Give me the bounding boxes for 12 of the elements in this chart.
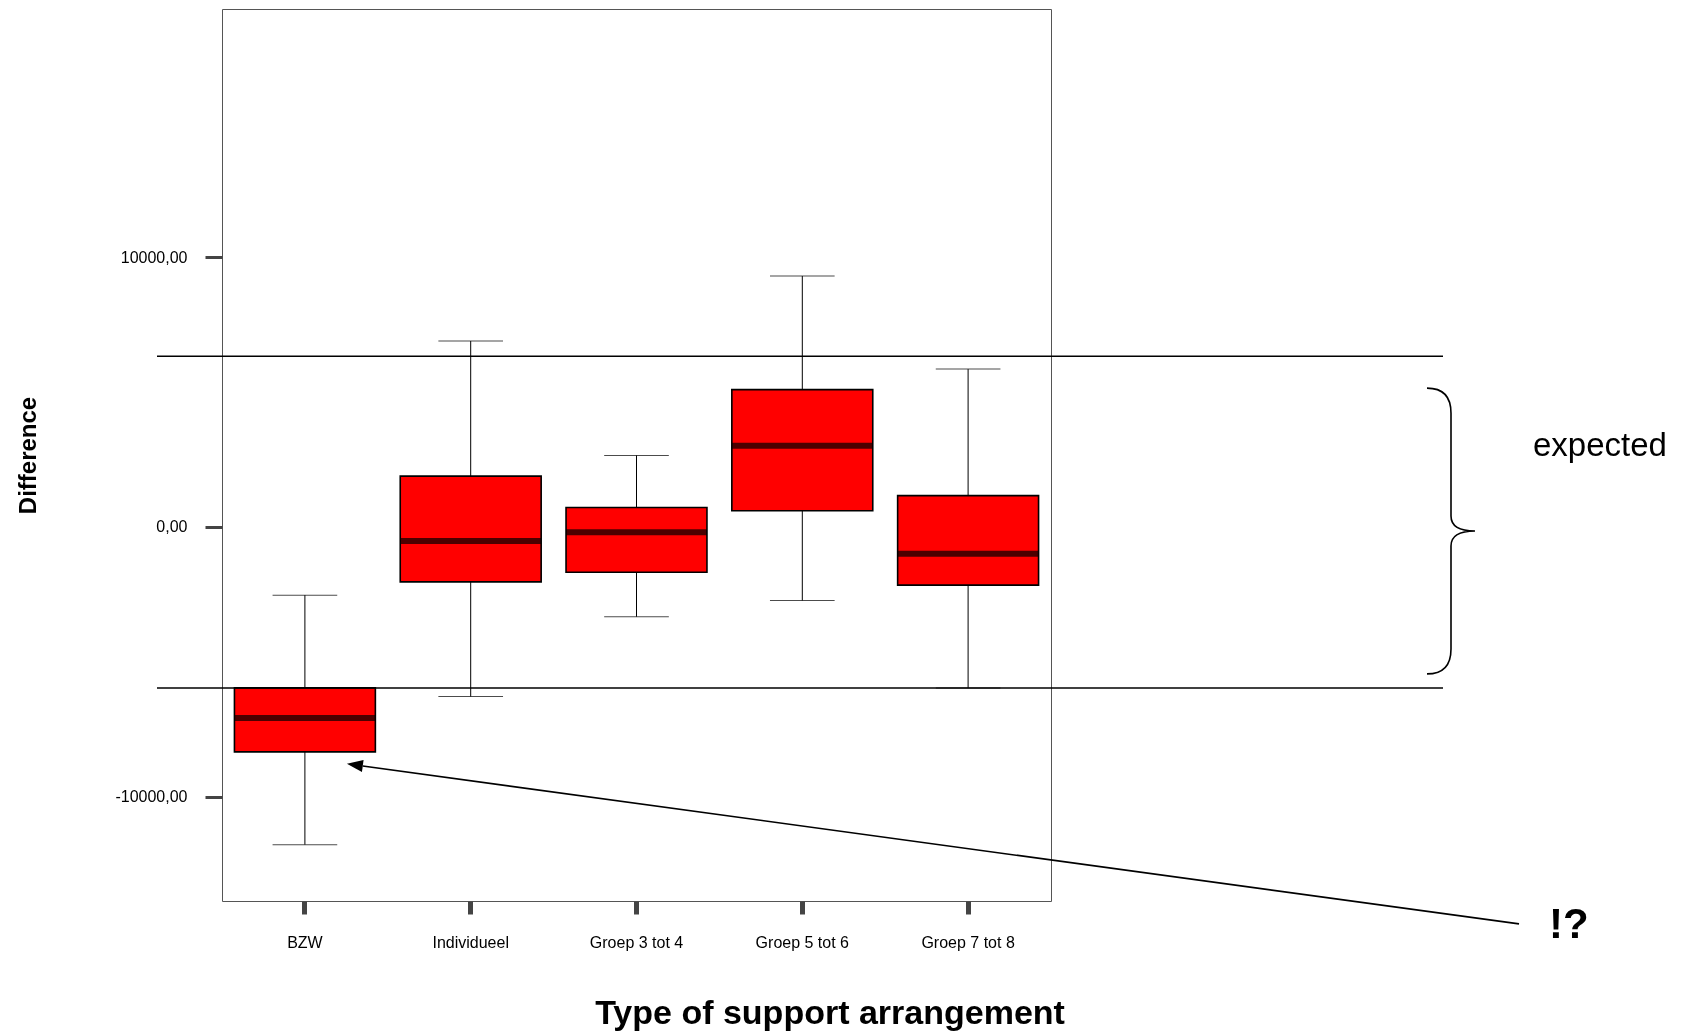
y-tick-label: 10000,00 bbox=[120, 248, 188, 266]
x-tick-label: BZW bbox=[287, 933, 324, 951]
x-tick-label: Groep 7 tot 8 bbox=[921, 933, 1015, 951]
text: !? bbox=[1549, 899, 1589, 947]
y-axis-title: Difference bbox=[14, 396, 42, 515]
text: expected bbox=[1533, 426, 1667, 464]
x-axis-title: Type of support arrangement bbox=[595, 992, 1065, 1031]
y-tick-label: -10000,00 bbox=[115, 788, 188, 806]
x-tick-label: Individueel bbox=[432, 933, 509, 951]
y-tick-label: 0,00 bbox=[156, 518, 188, 536]
x-tick-label: Groep 5 tot 6 bbox=[755, 933, 850, 951]
x-tick-label: Groep 3 tot 4 bbox=[589, 933, 684, 951]
